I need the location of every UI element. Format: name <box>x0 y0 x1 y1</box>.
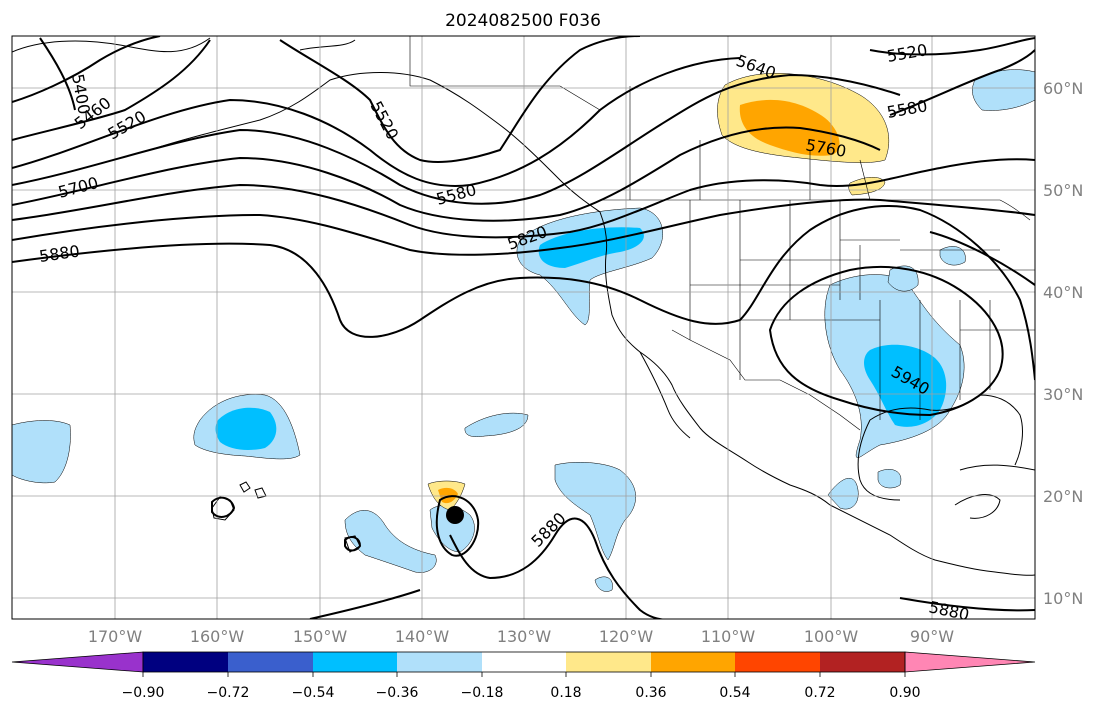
contour-5880-tropical <box>449 517 671 619</box>
lat-label: 20°N <box>1043 487 1083 506</box>
lon-label: 130°W <box>497 627 552 646</box>
lat-label: 60°N <box>1043 79 1083 98</box>
lon-label: 90°W <box>910 627 954 646</box>
colorbar-extend-high <box>904 651 1036 673</box>
graticule <box>12 36 1035 619</box>
contour-label: 5880 <box>927 597 971 624</box>
colorbar-segment <box>482 652 566 672</box>
contour-hurricane-ring <box>435 495 480 557</box>
contour-5700 <box>12 126 881 222</box>
contour-5400 <box>39 37 76 111</box>
lon-label: 100°W <box>804 627 859 646</box>
east-canada-negative-area <box>972 69 1035 111</box>
lon-label: 140°W <box>395 627 450 646</box>
alaska-coastline <box>12 37 601 213</box>
colorbar-label: −0.72 <box>207 685 250 701</box>
lat-label: 30°N <box>1043 385 1083 404</box>
lon-label: 150°W <box>293 627 348 646</box>
mexico-negative-patch <box>827 478 859 510</box>
great-lakes-negative-patch <box>887 265 919 292</box>
cuba-coast <box>959 464 1035 471</box>
colorbar-label: −0.90 <box>122 685 165 701</box>
contour-5820 <box>12 198 1035 256</box>
east-us-negative-patch <box>939 246 966 266</box>
colorbar-segment <box>228 652 313 672</box>
mexico-coast <box>829 504 1035 576</box>
lon-label: 170°W <box>88 627 143 646</box>
contour-5520-west <box>12 39 211 141</box>
canada-provincial-lines <box>629 86 871 201</box>
contour-5520-east <box>869 37 1035 56</box>
baja-california <box>639 351 691 439</box>
longitude-labels: 170°W 160°W 150°W 140°W 130°W 120°W 110°… <box>88 627 954 646</box>
hurricane-center-marker <box>446 506 464 524</box>
small-negative-patch <box>594 576 613 592</box>
colorbar-frame <box>142 651 906 673</box>
map-panel: 5400 5460 5520 5520 5580 5640 5700 5760 … <box>12 36 1035 624</box>
gulf-negative-patch <box>877 469 902 489</box>
contour-5640 <box>12 73 901 205</box>
political-borders <box>409 36 1035 431</box>
map-frame <box>11 35 1036 620</box>
contour-5580 <box>12 57 741 187</box>
colorbar-segment <box>735 652 820 672</box>
lon-label: 110°W <box>701 627 756 646</box>
texas-strong-negative-area <box>864 344 947 427</box>
colorbar-label: 0.54 <box>719 685 750 701</box>
colorbar-label: −0.54 <box>292 685 335 701</box>
contour-5940 <box>768 265 1004 417</box>
canada-us-border <box>600 199 1031 221</box>
contour-5880-main <box>12 205 1035 381</box>
height-contours <box>12 36 1035 619</box>
colorbar-segment <box>651 652 735 672</box>
colorbar-label: −0.36 <box>376 685 419 701</box>
contour-bottom-left <box>309 589 421 619</box>
contour-5940-inner <box>929 231 1035 286</box>
west-pacific-negative-area <box>12 420 71 484</box>
latitude-labels: 60°N 50°N 40°N 30°N 20°N 10°N <box>1043 79 1083 608</box>
mid-ocean-negative-strip <box>464 412 529 437</box>
central-pacific-strong-negative-area <box>215 407 277 450</box>
colorbar-label: 0.90 <box>889 685 920 701</box>
colorbar-segment <box>143 652 228 672</box>
contour-small-loop <box>344 536 362 552</box>
contour-5580-east <box>889 49 1035 116</box>
contour-5760 <box>12 158 1035 239</box>
contour-5520-alaska <box>279 36 641 163</box>
contour-bottom-right <box>899 597 1035 612</box>
tropical-system-negative-area <box>344 510 437 573</box>
lon-label: 120°W <box>599 627 654 646</box>
us-mexico-border <box>671 329 861 431</box>
colorbar-ticks <box>142 672 906 677</box>
shaded-anomaly-regions <box>12 69 1035 592</box>
colorbar-segment <box>566 652 651 672</box>
colorbar-extend-low <box>11 651 144 673</box>
colorbar-label: 0.36 <box>635 685 666 701</box>
alaska-canada-border <box>409 36 601 111</box>
colorbar: −0.90 −0.72 −0.54 −0.36 −0.18 0.18 0.36 … <box>11 651 1036 701</box>
lat-label: 50°N <box>1043 181 1083 200</box>
contour-hawaii-loop <box>211 496 236 518</box>
figure-title: 2024082500 F036 <box>445 11 601 31</box>
colorbar-segment <box>397 652 482 672</box>
yucatan-coast <box>954 494 1001 519</box>
colorbar-labels: −0.90 −0.72 −0.54 −0.36 −0.18 0.18 0.36 … <box>122 685 921 701</box>
colorbar-label: −0.18 <box>461 685 504 701</box>
state-lines <box>689 200 1035 420</box>
west-coast <box>599 211 831 506</box>
subtropical-negative-area <box>554 462 636 561</box>
colorbar-label: 0.72 <box>804 685 835 701</box>
lat-label: 10°N <box>1043 589 1083 608</box>
lon-label: 160°W <box>190 627 245 646</box>
lat-label: 40°N <box>1043 283 1083 302</box>
contour-5460 <box>12 36 161 103</box>
colorbar-segment <box>820 652 905 672</box>
colorbar-segment <box>313 652 397 672</box>
colorbar-label: 0.18 <box>550 685 581 701</box>
